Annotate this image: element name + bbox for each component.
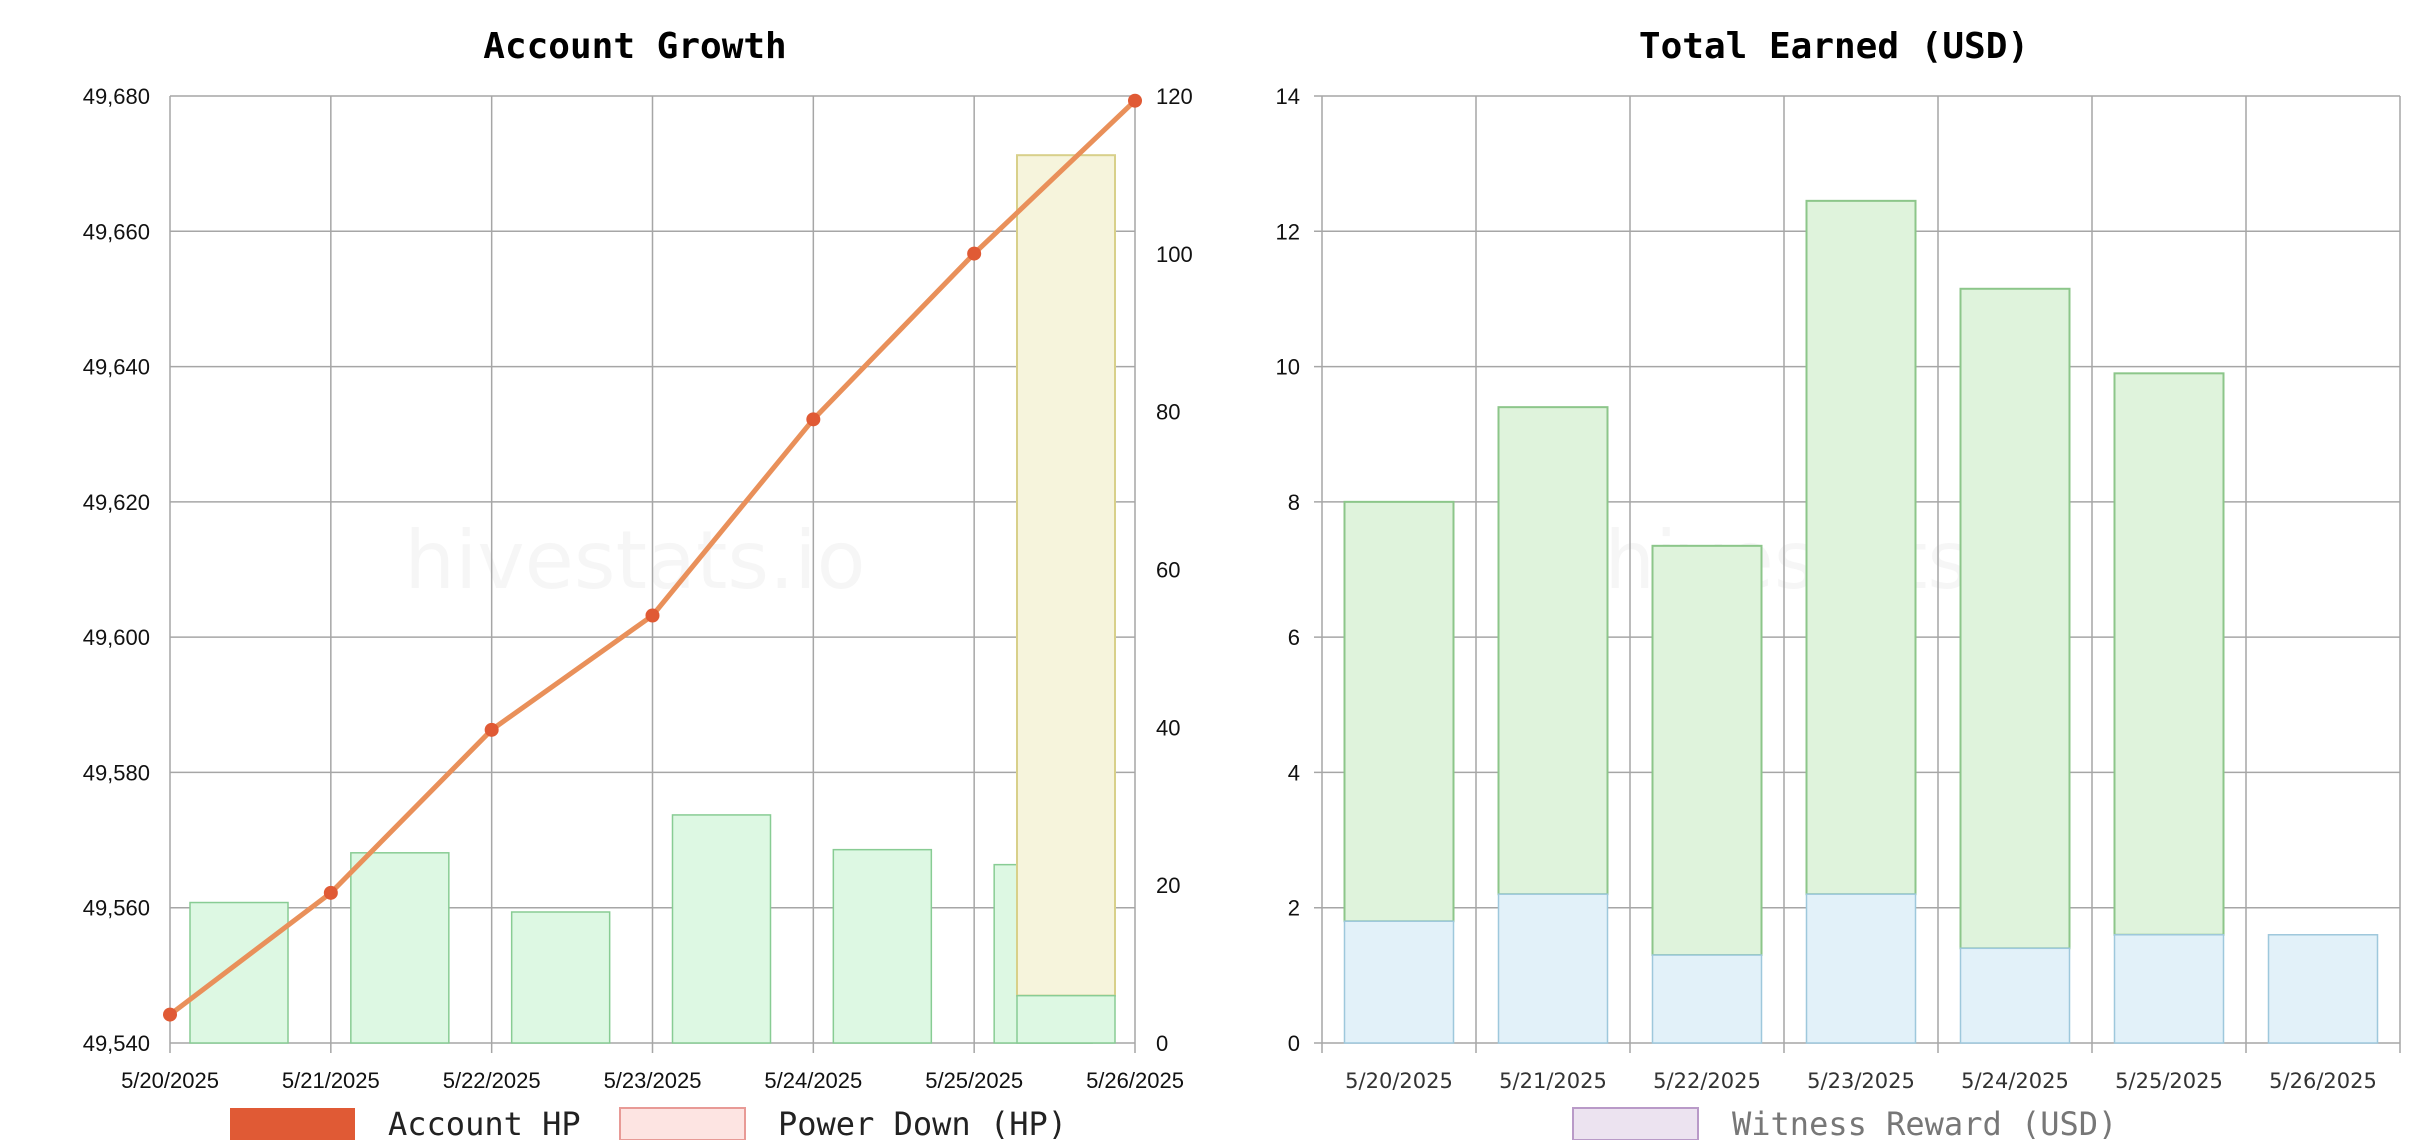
y-axis-tick-label: 10 [1276, 355, 1300, 380]
left-axis-tick-label: 49,600 [83, 625, 150, 650]
account-growth-title: Account Growth [483, 26, 786, 67]
earned-bar-blue-5-26-2025[interactable] [2267, 934, 2379, 1044]
account-hp-point-5-22-2025[interactable] [484, 722, 499, 737]
left-axis-tick-label: 49,540 [83, 1031, 150, 1056]
total-earned-chart: hivestats.io Total Earned (USD) 02468101… [1276, 26, 2401, 1140]
y-axis-tick-label: 12 [1276, 219, 1300, 244]
x-axis-tick-label: 5/21/2025 [1499, 1069, 1607, 1093]
x-axis-tick-label: 5/25/2025 [925, 1068, 1023, 1093]
legend-label-witness-reward[interactable]: Witness Reward (USD) [1732, 1105, 2117, 1140]
total-earned-y-axis: 0 2 4 6 8 10 12 14 [1276, 84, 1300, 1056]
left-axis-tick-label: 49,660 [83, 219, 150, 244]
x-axis-tick-label: 5/24/2025 [1961, 1069, 2069, 1093]
account-growth-watermark: hivestats.io [404, 514, 865, 607]
account-growth-legend: Account HP Power Down (HP) [230, 1105, 1067, 1140]
total-earned-bars [1343, 199, 2379, 1044]
x-axis-tick-label: 5/22/2025 [1653, 1069, 1761, 1093]
account-hp-point-5-24-2025[interactable] [806, 412, 821, 427]
account-hp-point-5-25-2025[interactable] [967, 246, 982, 261]
earned-bar-blue-5-21-2025[interactable] [1497, 893, 1609, 1044]
left-axis-tick-label: 49,560 [83, 896, 150, 921]
bar-green-5-21-2025[interactable] [350, 852, 450, 1044]
earned-bar-blue-5-25-2025[interactable] [2113, 934, 2225, 1044]
earned-bar-green-5-25-2025[interactable] [2113, 372, 2225, 936]
left-axis-tick-label: 49,680 [83, 84, 150, 109]
bar-green-5-22-2025[interactable] [510, 911, 611, 1044]
earned-bar-blue-5-22-2025[interactable] [1651, 954, 1763, 1044]
bar-green-5-20-2025[interactable] [189, 901, 289, 1044]
account-growth-bars [189, 154, 1116, 1044]
right-axis-tick-label: 0 [1156, 1031, 1168, 1056]
x-axis-tick-label: 5/21/2025 [282, 1068, 380, 1093]
bar-green-5-23-2025[interactable] [671, 814, 772, 1044]
x-axis-tick-label: 5/20/2025 [1345, 1069, 1453, 1093]
x-axis-tick-label: 5/23/2025 [604, 1068, 702, 1093]
earned-bar-green-5-23-2025[interactable] [1805, 199, 1917, 896]
y-axis-tick-label: 0 [1288, 1031, 1300, 1056]
earned-bar-blue-5-20-2025[interactable] [1343, 920, 1455, 1044]
left-axis-tick-label: 49,640 [83, 355, 150, 380]
right-axis-tick-label: 60 [1156, 558, 1180, 583]
bar-yellow-5-26-2025[interactable] [1016, 154, 1116, 997]
legend-label-power-down[interactable]: Power Down (HP) [778, 1105, 1067, 1140]
x-axis-tick-label: 5/26/2025 [2269, 1069, 2377, 1093]
right-axis-tick-label: 120 [1156, 84, 1193, 109]
account-growth-right-axis: 0 20 40 60 80 100 120 [1156, 84, 1193, 1056]
right-axis-tick-label: 40 [1156, 715, 1180, 740]
right-axis-tick-label: 80 [1156, 400, 1180, 425]
total-earned-title: Total Earned (USD) [1639, 26, 2029, 67]
account-growth-x-axis: 5/20/2025 5/21/2025 5/22/2025 5/23/2025 5/24… [121, 1068, 1184, 1093]
x-axis-tick-label: 5/26/2025 [1086, 1068, 1184, 1093]
bar-green-5-26-2025[interactable] [1016, 994, 1116, 1044]
earned-bar-green-5-24-2025[interactable] [1959, 287, 2071, 950]
right-axis-tick-label: 100 [1156, 242, 1193, 267]
y-axis-tick-label: 4 [1288, 760, 1300, 785]
account-growth-chart: hivestats.io Account Growth 49,540 49,560… [83, 26, 1193, 1140]
legend-swatch-account-hp[interactable] [230, 1108, 355, 1140]
x-axis-tick-label: 5/22/2025 [443, 1068, 541, 1093]
account-hp-point-5-20-2025[interactable] [163, 1007, 177, 1022]
x-axis-tick-label: 5/20/2025 [121, 1068, 219, 1093]
y-axis-tick-label: 8 [1288, 490, 1300, 515]
left-axis-tick-label: 49,580 [83, 760, 150, 785]
earned-bar-blue-5-23-2025[interactable] [1805, 893, 1917, 1044]
y-axis-tick-label: 6 [1288, 625, 1300, 650]
legend-label-account-hp[interactable]: Account HP [388, 1105, 581, 1140]
left-axis-tick-label: 49,620 [83, 490, 150, 515]
y-axis-tick-label: 14 [1276, 84, 1300, 109]
earned-bar-green-5-22-2025[interactable] [1651, 544, 1763, 957]
bar-green-5-24-2025[interactable] [832, 848, 933, 1044]
earned-bar-green-5-20-2025[interactable] [1343, 500, 1455, 923]
y-axis-tick-label: 2 [1288, 896, 1300, 921]
total-earned-legend: Witness Reward (USD) [1572, 1105, 2117, 1140]
legend-swatch-power-down[interactable] [619, 1107, 746, 1140]
account-growth-grid [169, 95, 1136, 1053]
legend-swatch-witness-reward[interactable] [1572, 1107, 1699, 1140]
total-earned-x-axis: 5/20/2025 5/21/2025 5/22/2025 5/23/2025 5/24… [1345, 1069, 2377, 1093]
earned-bar-green-5-21-2025[interactable] [1497, 406, 1609, 896]
account-growth-left-axis: 49,540 49,560 49,580 49,600 49,620 49,640 49,6… [83, 84, 150, 1056]
x-axis-tick-label: 5/23/2025 [1807, 1069, 1915, 1093]
right-axis-tick-label: 20 [1156, 873, 1180, 898]
account-hp-point-5-21-2025[interactable] [323, 885, 338, 900]
account-hp-point-5-26-2025[interactable] [1128, 93, 1142, 108]
x-axis-tick-label: 5/24/2025 [764, 1068, 862, 1093]
x-axis-tick-label: 5/25/2025 [2115, 1069, 2223, 1093]
account-hp-line [163, 93, 1142, 1022]
earned-bar-blue-5-24-2025[interactable] [1959, 947, 2071, 1044]
account-hp-point-5-23-2025[interactable] [645, 608, 660, 623]
